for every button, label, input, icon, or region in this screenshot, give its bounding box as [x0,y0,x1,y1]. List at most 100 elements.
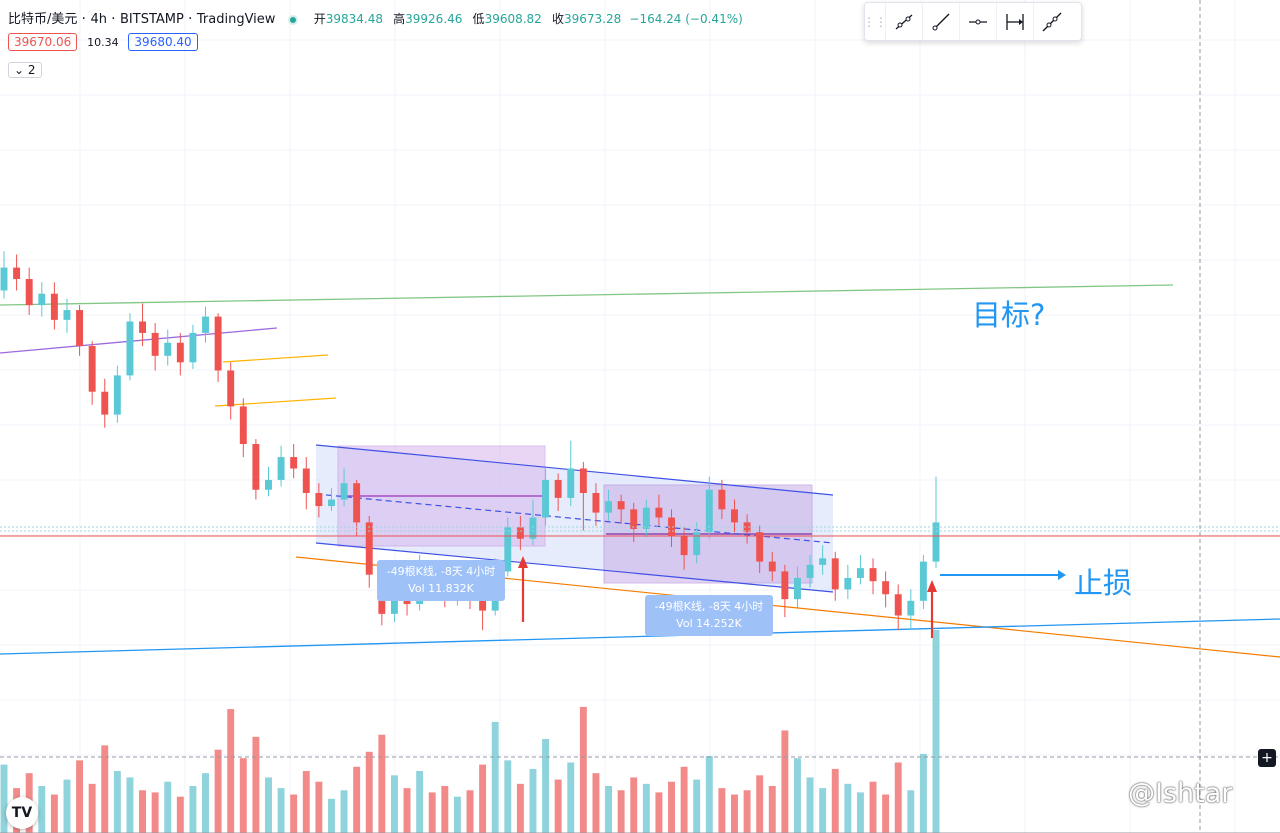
measure-label-1[interactable]: -49根K线, -8天 4小时 Vol 11.832K [377,560,505,601]
purple-line [0,327,278,354]
drag-handle-icon[interactable]: ⋮⋮ [863,14,887,29]
candle-body [101,391,109,415]
candle-body [705,489,713,533]
volume-bar [617,790,625,833]
tradingview-logo-icon[interactable]: TV [6,797,38,829]
volume-bar [516,783,524,833]
candle-body [139,321,147,333]
volume-bar [919,753,927,833]
candle-body [655,507,663,518]
ohlc-open-label: 开 [313,12,326,26]
candle-body [202,316,209,333]
ray-tool-button[interactable] [922,3,959,40]
candle-body [214,316,222,371]
candle-body [252,444,260,490]
volume-bar [277,788,285,833]
candle-body [88,346,96,392]
volume-bar [831,768,839,833]
volume-bar [605,785,613,833]
symbol-legend: 比特币/美元 · 4h · BITSTAMP · TradingView 开39… [8,11,743,27]
candle-body [844,577,852,590]
candle-body [882,581,890,595]
volume-bar [139,790,147,833]
candle-body [340,483,348,500]
volume-bar [0,764,8,833]
candle-body [743,522,751,533]
volume-bar [907,790,915,833]
exchange-label: BITSTAMP [120,12,184,27]
volume-bar [844,783,852,833]
volume-bar [793,758,801,833]
indicators-toggle-button[interactable]: ⌄ 2 [8,62,42,78]
volume-bar [567,762,575,833]
date-range-tool-button[interactable] [996,3,1033,40]
ohlc-high-label: 高 [393,12,406,26]
candle-body [731,509,738,523]
volume-bar [378,734,386,833]
candle-body [479,599,487,611]
trend-line-icon [895,14,913,29]
candle-body [693,532,701,556]
stop-arrow-head [1058,570,1066,580]
volume-bar [542,738,550,833]
volume-bar [340,790,348,833]
volume-bar [302,771,310,833]
volume-bar [239,758,247,833]
candle-body [542,479,550,518]
volume-bar [554,779,562,833]
interval-label[interactable]: 4h [90,12,107,27]
candle-body [126,321,134,376]
add-button-icon[interactable]: + [1258,749,1276,767]
stop-loss-annotation[interactable]: 止损 [1074,566,1133,600]
candle-body [315,493,323,507]
candle-body [680,535,688,556]
volume-bars [0,630,940,833]
candle-body [932,522,940,562]
candle-body [567,468,575,498]
symbol-name[interactable]: 比特币/美元 [8,12,78,27]
volume-bar [252,736,260,833]
volume-bar [668,781,675,833]
candle-body [856,568,864,578]
volume-bar [315,781,323,833]
volume-bar [642,783,650,833]
watermark: @Ishtar [1128,778,1233,809]
ohlc-open-value: 39834.48 [325,12,383,26]
candle-body [718,489,726,510]
ohlc-low-value: 39608.82 [484,12,542,26]
candle-body [919,561,927,601]
candle-body [290,457,298,469]
trend-line-tool-button[interactable] [885,3,922,40]
measure-label-2[interactable]: -49根K线, -8天 4小时 Vol 14.252K [645,595,773,636]
candle-body [50,293,58,320]
volume-bar [869,781,877,833]
extended-line-tool-button[interactable] [1033,3,1070,40]
volume-bar [214,749,222,833]
candle-body [579,468,587,493]
buy-price-button[interactable]: 39680.40 [128,33,198,51]
volume-bar [76,760,84,833]
candle-body [277,457,285,480]
candle-body [151,332,159,356]
candle-body [605,501,613,513]
target-annotation[interactable]: 目标? [972,298,1046,332]
sell-price-button[interactable]: 39670.06 [8,33,78,51]
candle-body [630,509,638,529]
price-change: −164.24 (−0.41%) [629,12,743,26]
volume-bar [630,777,638,833]
candle-body [894,594,902,616]
volume-bar [265,777,272,833]
candle-body [516,527,524,539]
candle-body [38,293,46,306]
volume-bar [227,709,235,833]
candle-body [554,479,562,498]
measure-2-volume: Vol 14.252K [676,617,742,630]
volume-bar [113,771,121,833]
volume-bar [151,792,159,833]
volume-bar [453,796,461,833]
volume-bar [50,794,58,833]
candle-body [189,332,197,363]
horizontal-ray-tool-button[interactable] [959,3,996,40]
bid-ask-row: 39670.06 10.34 39680.40 [8,33,198,51]
